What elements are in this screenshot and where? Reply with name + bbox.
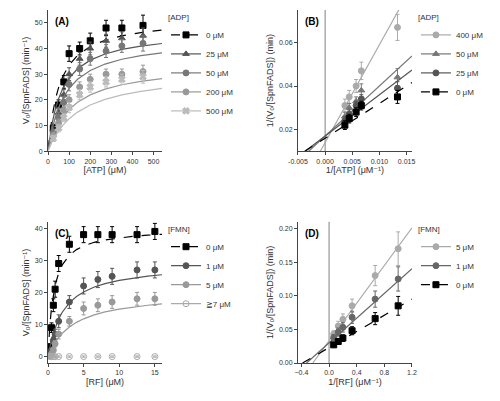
svg-text:0 μM: 0 μM <box>206 31 224 40</box>
svg-text:200 μM: 200 μM <box>206 88 233 97</box>
svg-text:0.20: 0.20 <box>279 225 293 232</box>
svg-text:30: 30 <box>35 257 43 264</box>
svg-text:500 μM: 500 μM <box>206 107 233 116</box>
svg-text:0.005: 0.005 <box>343 158 361 165</box>
svg-text:40: 40 <box>35 45 43 52</box>
svg-text:−0.4: −0.4 <box>295 369 309 376</box>
svg-text:0: 0 <box>46 158 50 165</box>
svg-text:5 μM: 5 μM <box>456 243 474 252</box>
svg-text:1/[ATP] (μM⁻¹): 1/[ATP] (μM⁻¹) <box>326 165 384 175</box>
svg-text:(B): (B) <box>305 16 319 27</box>
svg-text:0 μM: 0 μM <box>456 88 474 97</box>
svg-text:10: 10 <box>35 122 43 129</box>
svg-text:1/[RF] (μM⁻¹): 1/[RF] (μM⁻¹) <box>328 377 381 387</box>
svg-text:V₀/[SpnFADS] (min⁻¹): V₀/[SpnFADS] (min⁻¹) <box>21 37 31 125</box>
svg-text:15: 15 <box>151 369 159 376</box>
svg-text:0 μM: 0 μM <box>456 281 474 290</box>
svg-text:[ADP]: [ADP] <box>418 13 439 22</box>
svg-text:0.00: 0.00 <box>279 359 293 366</box>
svg-text:400 μM: 400 μM <box>456 31 483 40</box>
svg-text:400: 400 <box>127 158 139 165</box>
svg-text:1/(V₀/[SpnFADS]) (min): 1/(V₀/[SpnFADS]) (min) <box>265 34 275 127</box>
svg-text:50 μM: 50 μM <box>456 50 479 59</box>
svg-text:0.8: 0.8 <box>379 369 389 376</box>
svg-text:0 μM: 0 μM <box>206 243 224 252</box>
svg-text:(A): (A) <box>55 16 69 27</box>
svg-text:0.015: 0.015 <box>398 158 416 165</box>
svg-text:0.06: 0.06 <box>279 39 293 46</box>
svg-text:1/(V₀/[SpnFADS]) (min): 1/(V₀/[SpnFADS]) (min) <box>265 246 275 339</box>
svg-text:25 μM: 25 μM <box>206 50 229 59</box>
svg-text:500: 500 <box>148 158 160 165</box>
svg-text:20: 20 <box>35 96 43 103</box>
svg-text:0.15: 0.15 <box>279 259 293 266</box>
svg-text:25 μM: 25 μM <box>456 69 479 78</box>
svg-text:0: 0 <box>39 353 43 360</box>
svg-text:0.4: 0.4 <box>352 369 362 376</box>
svg-text:100: 100 <box>63 158 75 165</box>
svg-text:20: 20 <box>35 289 43 296</box>
svg-text:[FMN]: [FMN] <box>168 225 190 234</box>
svg-text:10: 10 <box>115 369 123 376</box>
svg-text:V₀/[SpnFADS] (min⁻¹): V₀/[SpnFADS] (min⁻¹) <box>21 249 31 337</box>
svg-text:[RF] (μM): [RF] (μM) <box>86 377 124 387</box>
svg-text:0.010: 0.010 <box>371 158 389 165</box>
svg-text:0: 0 <box>39 148 43 155</box>
svg-text:0.02: 0.02 <box>279 126 293 133</box>
svg-text:[ATP] (μM): [ATP] (μM) <box>83 165 126 175</box>
svg-text:200: 200 <box>84 158 96 165</box>
svg-text:0: 0 <box>46 369 50 376</box>
svg-text:0.0: 0.0 <box>324 369 334 376</box>
svg-text:300: 300 <box>105 158 117 165</box>
svg-text:(C): (C) <box>55 228 69 239</box>
svg-text:0.05: 0.05 <box>279 326 293 333</box>
svg-text:5: 5 <box>82 369 86 376</box>
svg-text:30: 30 <box>35 71 43 78</box>
svg-text:10: 10 <box>35 321 43 328</box>
svg-text:0.04: 0.04 <box>279 82 293 89</box>
svg-text:1 μM: 1 μM <box>206 262 224 271</box>
svg-text:50: 50 <box>35 19 43 26</box>
svg-text:[FMN]: [FMN] <box>418 225 440 234</box>
svg-text:1.2: 1.2 <box>407 369 417 376</box>
svg-text:≧7 μM: ≧7 μM <box>206 300 231 309</box>
svg-text:0.10: 0.10 <box>279 292 293 299</box>
svg-text:0.000: 0.000 <box>316 158 334 165</box>
svg-text:5 μM: 5 μM <box>206 281 224 290</box>
svg-text:1 μM: 1 μM <box>456 262 474 271</box>
svg-text:(D): (D) <box>305 228 319 239</box>
svg-text:-0.005: -0.005 <box>288 158 308 165</box>
svg-text:50 μM: 50 μM <box>206 69 229 78</box>
svg-text:[ADP]: [ADP] <box>168 13 189 22</box>
svg-text:40: 40 <box>35 225 43 232</box>
